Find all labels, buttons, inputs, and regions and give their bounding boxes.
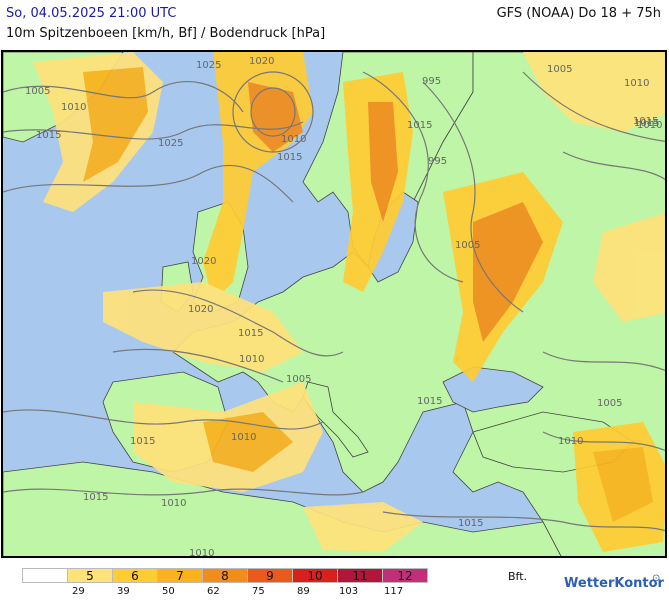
isobar-line xyxy=(232,71,314,153)
isobar-label: 1005 xyxy=(597,398,622,409)
forecast-valid-time: So, 04.05.2025 21:00 UTC xyxy=(6,6,177,21)
isobar-line xyxy=(542,351,665,372)
isobar-label: 995 xyxy=(422,76,441,87)
legend-unit: Bft. xyxy=(508,570,528,583)
isobar-label: 1005 xyxy=(25,86,50,97)
legend-cell-5: 5 xyxy=(67,568,113,583)
isobar-label: 1010 xyxy=(281,134,306,145)
legend-cell-7: 7 xyxy=(157,568,203,583)
isobar-label: 1025 xyxy=(196,60,221,71)
black-sea xyxy=(442,366,544,413)
isobar-label: 1015 xyxy=(36,130,61,141)
isobar-labels: 1005 1025 1020 995 1005 1010 1010 1015 1… xyxy=(25,56,662,558)
isobar-label: 1015 xyxy=(458,518,483,529)
isobar-label: 1010 xyxy=(161,498,186,509)
gust-band-5 xyxy=(523,52,665,132)
legend-tick: 39 xyxy=(117,586,130,597)
legend-tick: 29 xyxy=(72,586,85,597)
isobar-label: 1015 xyxy=(633,116,658,127)
map-svg: 1005 1025 1020 995 1005 1010 1010 1015 1… xyxy=(3,52,665,558)
gust-band-5 xyxy=(593,213,665,322)
gust-band-8 xyxy=(248,82,303,152)
isobar-label: 1010 xyxy=(558,436,583,447)
isobar-line xyxy=(3,81,244,113)
isobar-label: 1005 xyxy=(455,240,480,251)
isobar-label: 1015 xyxy=(417,396,442,407)
gust-band-7 xyxy=(83,67,148,182)
isobar-line xyxy=(522,71,665,142)
isobar-line xyxy=(542,431,665,452)
logo-icon: ⊙ xyxy=(652,573,661,584)
legend-tick: 75 xyxy=(252,586,265,597)
isobar-line xyxy=(132,289,344,357)
isobar-line xyxy=(112,348,284,383)
isobar-label: 995 xyxy=(428,156,447,167)
gust-band-5 xyxy=(303,502,423,552)
isobar-label: 1010 xyxy=(231,432,256,443)
legend-tick: 117 xyxy=(384,586,404,597)
weather-map: 1005 1025 1020 995 1005 1010 1010 1015 1… xyxy=(1,50,667,558)
isobar-label: 1010 xyxy=(61,102,86,113)
isobar-label: 1015 xyxy=(238,328,263,339)
isobar-label: 1010 xyxy=(239,354,264,365)
isobar-label: 1025 xyxy=(158,138,183,149)
isobar-label: 1020 xyxy=(249,56,274,67)
isobar-label: 1010 xyxy=(624,78,649,89)
isobar-line xyxy=(562,151,665,181)
legend-cell-12: 12 xyxy=(382,568,428,583)
legend-cell-8: 8 xyxy=(202,568,248,583)
isobar-label: 1015 xyxy=(407,120,432,131)
gust-band-7 xyxy=(593,447,653,522)
wetterkontor-logo[interactable]: WetterKontor xyxy=(564,576,664,591)
legend-cell-0 xyxy=(22,568,68,583)
isobar-label: 1015 xyxy=(83,492,108,503)
legend-tick: 89 xyxy=(297,586,310,597)
legend-tick: 62 xyxy=(207,586,220,597)
legend-cell-6: 6 xyxy=(112,568,158,583)
isobar-label: 1015 xyxy=(634,118,659,129)
gust-band-8 xyxy=(473,202,543,342)
isobar-label: 1005 xyxy=(547,64,572,75)
gust-band-8 xyxy=(368,102,398,222)
isobar-line xyxy=(422,81,524,313)
isobar-label: 1015 xyxy=(130,436,155,447)
isobar-label: 1005 xyxy=(286,374,311,385)
gust-legend: 5 6 7 8 9 10 11 12 xyxy=(22,568,428,584)
isobar-line xyxy=(3,488,364,496)
isobar-line xyxy=(3,121,304,140)
isobar-label: 1010 xyxy=(637,120,662,131)
isobar-line xyxy=(250,87,296,137)
legend-cell-9: 9 xyxy=(247,568,293,583)
isobar-label: 1020 xyxy=(188,304,213,315)
legend-cell-11: 11 xyxy=(337,568,383,583)
legend-tick: 50 xyxy=(162,586,175,597)
legend-tick: 103 xyxy=(339,586,359,597)
isobar-label: 1020 xyxy=(191,256,216,267)
parameter-label: 10m Spitzenboeen [km/h, Bf] / Bodendruck… xyxy=(6,26,326,41)
model-run-label: GFS (NOAA) Do 18 + 75h xyxy=(496,6,661,21)
isobar-label: 1015 xyxy=(277,152,302,163)
isobar-line xyxy=(362,71,464,283)
gust-overlay xyxy=(33,52,665,552)
isobar-line xyxy=(382,511,665,532)
legend-cell-10: 10 xyxy=(292,568,338,583)
isobar-line xyxy=(3,164,294,203)
isobar-line xyxy=(3,409,324,430)
gust-band-5 xyxy=(103,282,303,372)
isobar-label: 1010 xyxy=(189,548,214,558)
isobars xyxy=(3,71,665,532)
